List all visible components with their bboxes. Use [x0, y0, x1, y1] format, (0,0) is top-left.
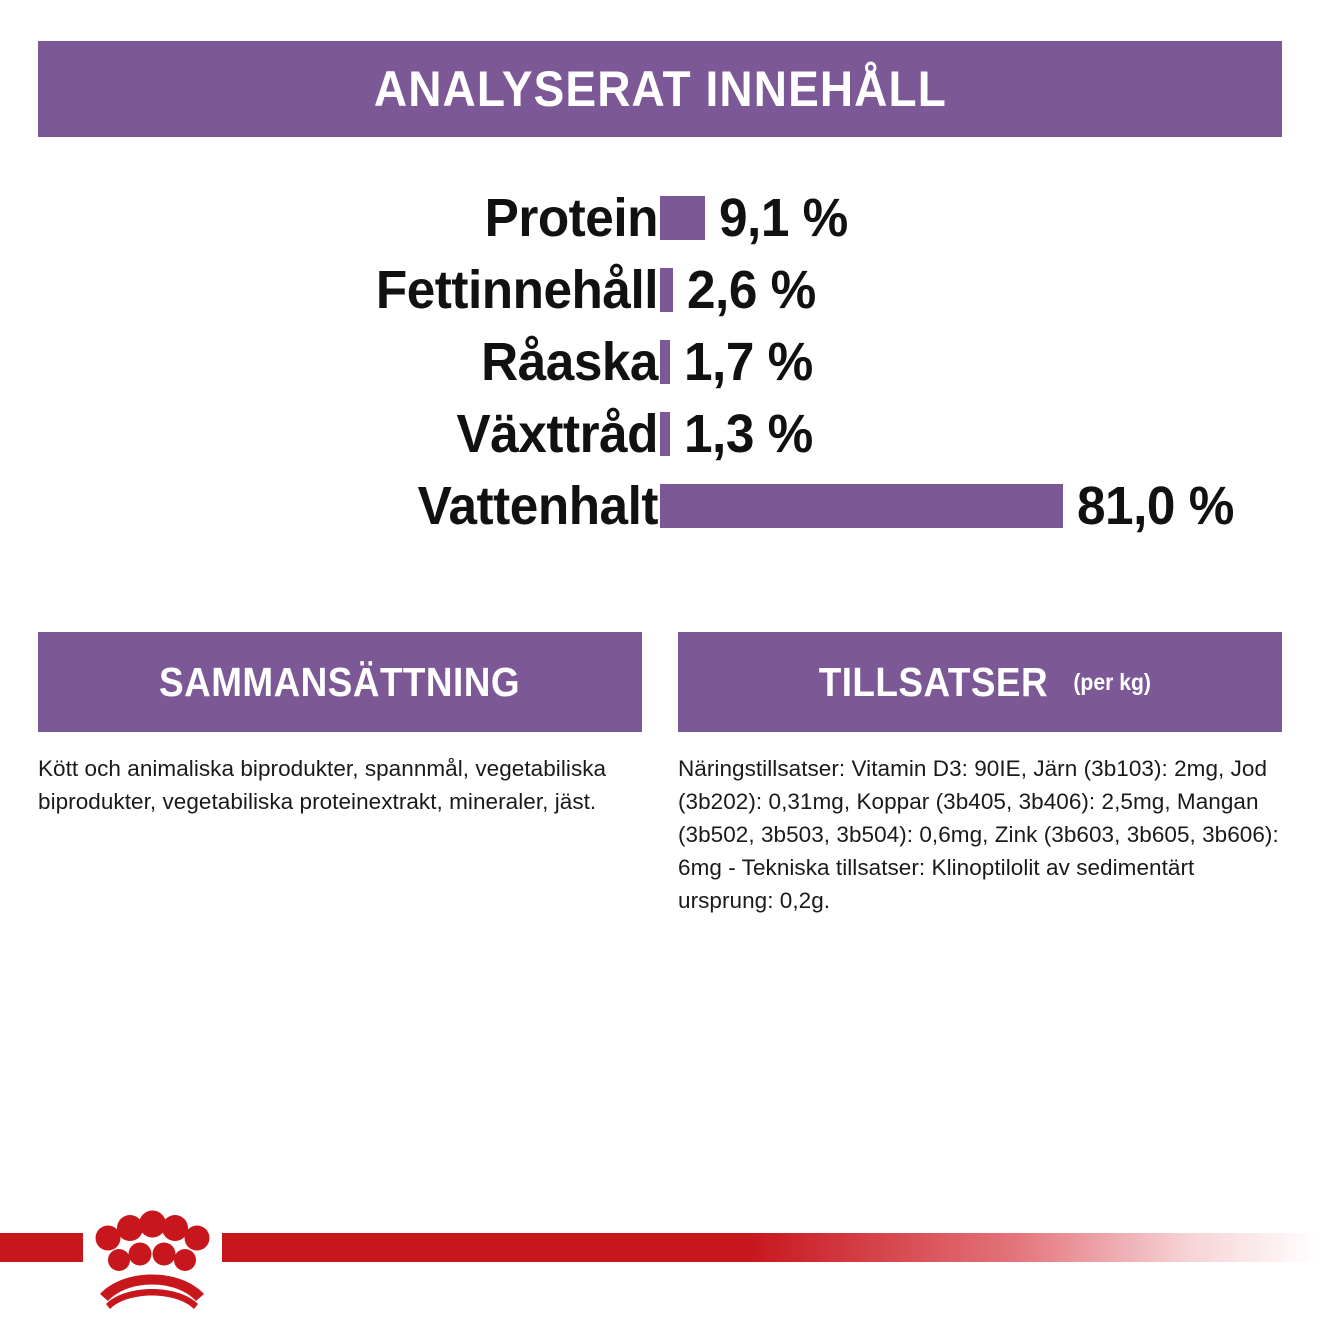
page-title: ANALYSERAT INNEHÅLL	[373, 61, 947, 117]
analysis-row: Vattenhalt 81,0 %	[0, 470, 1320, 542]
analysis-row-bar	[660, 412, 670, 456]
additives-body: Näringstillsatser: Vitamin D3: 90IE, Jär…	[678, 756, 1279, 913]
analysis-row-label: Vattenhalt	[417, 476, 659, 536]
analysis-row-bar	[660, 196, 706, 240]
section-headers: SAMMANSÄTTNING TILLSATSER (per kg)	[0, 632, 1320, 732]
footer-rule-left	[0, 1233, 83, 1262]
analysis-row-bar	[660, 340, 670, 384]
analysis-row-value: 81,0 %	[1077, 476, 1234, 536]
analysis-row: Fettinnehåll 2,6 %	[0, 254, 1320, 326]
analysis-row-bar	[660, 268, 673, 312]
additives-subtitle: (per kg)	[1073, 668, 1151, 695]
analysis-row-label: Fettinnehåll	[375, 260, 659, 320]
analysis-row-bar	[660, 484, 1063, 528]
composition-header: SAMMANSÄTTNING	[38, 632, 642, 732]
analysis-row: Växttråd 1,3 %	[0, 398, 1320, 470]
analysed-content-chart: Protein 9,1 % Fettinnehåll 2,6 % Råaska 1,7 %…	[0, 182, 1320, 542]
analysed-content-banner: ANALYSERAT INNEHÅLL	[38, 41, 1282, 137]
analysis-row-label: Växttråd	[456, 404, 659, 464]
additives-header: TILLSATSER (per kg)	[678, 632, 1282, 732]
additives-title: TILLSATSER	[818, 658, 1048, 705]
analysis-row: Protein 9,1 %	[0, 182, 1320, 254]
analysis-row: Råaska 1,7 %	[0, 326, 1320, 398]
royal-canin-crown-icon	[82, 1198, 222, 1310]
analysis-row-value: 1,3 %	[684, 404, 813, 464]
composition-body: Kött och animaliska biprodukter, spannmå…	[38, 756, 607, 814]
composition-title: SAMMANSÄTTNING	[159, 658, 521, 705]
analysis-row-value: 1,7 %	[684, 332, 813, 392]
analysis-row-label: Protein	[484, 188, 659, 248]
analysis-row-value: 2,6 %	[686, 260, 816, 320]
analysis-row-value: 9,1 %	[719, 188, 849, 248]
footer	[0, 1210, 1320, 1320]
footer-rule-right	[222, 1233, 1320, 1262]
analysis-row-label: Råaska	[481, 332, 658, 392]
